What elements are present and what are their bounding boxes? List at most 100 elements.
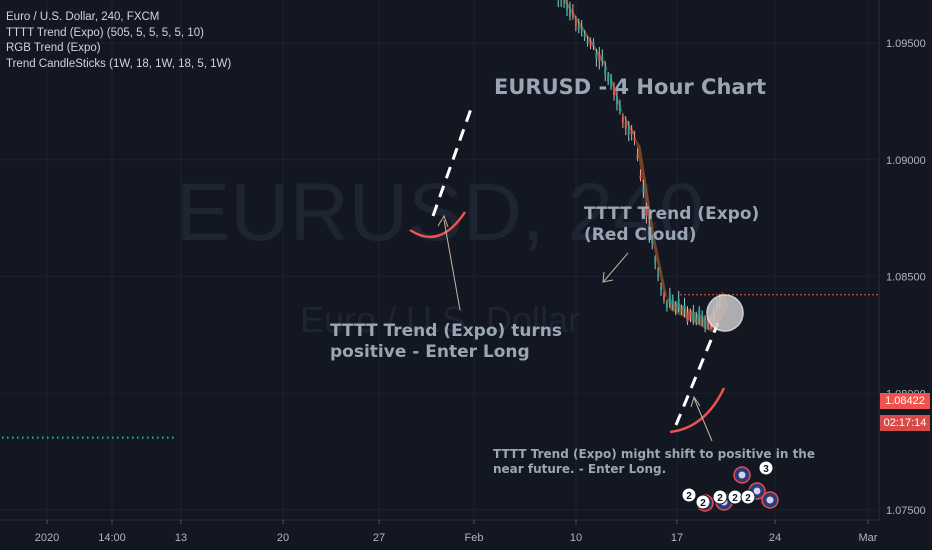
- candle-body: [704, 319, 707, 328]
- pointer-arrow-3: [693, 397, 713, 442]
- candle-body: [639, 175, 642, 178]
- candle-body: [607, 75, 610, 82]
- candle-body: [610, 77, 613, 87]
- candle-body: [574, 21, 577, 27]
- x-tick-label: Mar: [859, 532, 878, 544]
- x-tick-label: 20: [277, 532, 289, 544]
- candle-body: [665, 302, 668, 308]
- event-badge[interactable]: 3: [758, 460, 774, 476]
- arrow-head-1: [437, 214, 449, 228]
- candle-body: [660, 286, 663, 291]
- candle-body: [636, 154, 639, 159]
- candle-body: [571, 11, 574, 16]
- annotation-turns-1: TTTT Trend (Expo) turns: [330, 321, 562, 341]
- event-badge[interactable]: 2: [681, 487, 697, 503]
- candle-body: [677, 298, 680, 308]
- annotation-title: EURUSD - 4 Hour Chart: [494, 75, 766, 99]
- candle-body: [615, 95, 618, 105]
- candle-body: [662, 296, 665, 300]
- annotation-cloud-2: (Red Cloud): [584, 225, 697, 245]
- candle-body: [566, 5, 569, 10]
- legend-indicator-1[interactable]: TTTT Trend (Expo) (505, 5, 5, 5, 5, 10): [6, 26, 204, 39]
- event-badges: 22 2 2 23: [681, 460, 779, 512]
- dotted-levels: [2, 436, 176, 439]
- event-flag-icon[interactable]: [733, 466, 751, 484]
- legend-indicator-2[interactable]: RGB Trend (Expo): [6, 42, 101, 54]
- event-badge[interactable]: 2: [727, 489, 743, 505]
- candle-body: [630, 130, 633, 135]
- event-badge-count: 3: [763, 464, 769, 475]
- target-circle: [706, 294, 744, 332]
- bottom-arc-2: [669, 387, 726, 434]
- candle-body: [683, 305, 686, 310]
- candle-body: [577, 26, 580, 30]
- price-axis: 1.075001.080001.085001.090001.095001.100…: [878, 0, 926, 520]
- candle-body: [601, 57, 604, 62]
- candle-body: [701, 314, 704, 319]
- candle-body: [633, 137, 636, 141]
- x-tick-label: 27: [373, 532, 385, 544]
- arrow-head-2: [602, 271, 614, 283]
- candle-body: [645, 208, 648, 216]
- candle-body: [613, 87, 616, 96]
- pointer-arrow-2: [603, 252, 629, 282]
- x-tick-label: Feb: [465, 532, 484, 544]
- candle-body: [668, 293, 671, 304]
- candle-body: [707, 319, 710, 324]
- watermark-sub: Euro / U.S. Dollar: [300, 299, 580, 340]
- countdown-label: 02:17:14: [880, 415, 930, 431]
- event-badge-count: 2: [686, 491, 692, 502]
- candle-body: [671, 298, 674, 305]
- event-flag-icon[interactable]: [761, 491, 779, 509]
- event-badge-count: 2: [717, 493, 723, 504]
- candle-body: [586, 40, 589, 43]
- x-tick-label: 24: [769, 532, 781, 544]
- annotation-cloud-1: TTTT Trend (Expo): [584, 204, 759, 224]
- y-tick-label: 1.08500: [886, 272, 926, 284]
- candle-body: [689, 311, 692, 316]
- candle-body: [589, 41, 592, 46]
- chart-annotations: EURUSD - 4 Hour Chart TTTT Trend (Expo) …: [330, 75, 815, 476]
- candle-body: [618, 105, 621, 111]
- event-badge-count: 2: [745, 493, 751, 504]
- candle-body: [595, 52, 598, 59]
- x-tick-label: 10: [570, 532, 582, 544]
- time-axis: 2020 14:00 13 20 27 Feb 10 17 24 Mar: [0, 519, 879, 544]
- candle-body: [680, 308, 683, 312]
- watermark-main: EURUSD, 240: [176, 167, 705, 258]
- candle-body: [695, 318, 698, 322]
- candle-body: [651, 238, 654, 243]
- projection-line-2: [674, 322, 720, 426]
- candle-body: [642, 187, 645, 192]
- annotation-shift-2: near future. - Enter Long.: [493, 462, 666, 476]
- event-badge-count: 2: [700, 498, 706, 509]
- x-tick-label: 14:00: [98, 532, 126, 544]
- legend-symbol[interactable]: Euro / U.S. Dollar, 240, FXCM: [6, 11, 160, 23]
- annotation-turns-2: positive - Enter Long: [330, 342, 530, 362]
- candle-body: [657, 274, 660, 277]
- candle-body: [627, 125, 630, 135]
- chart-legend: Euro / U.S. Dollar, 240, FXCM TTTT Trend…: [6, 10, 231, 72]
- candle-body: [674, 305, 677, 309]
- event-badge[interactable]: 2: [712, 489, 728, 505]
- candle-body: [654, 258, 657, 264]
- candlesticks: [557, 0, 879, 333]
- candle-body: [698, 309, 701, 319]
- arrow-head-3: [690, 395, 701, 408]
- x-tick-label: 17: [671, 532, 683, 544]
- event-badge[interactable]: 2: [695, 494, 711, 510]
- x-tick-label: 2020: [35, 532, 59, 544]
- event-badge[interactable]: 2: [740, 489, 756, 505]
- x-tick-label: 13: [175, 532, 187, 544]
- candle-body: [598, 54, 601, 62]
- candle-body: [621, 116, 624, 123]
- event-badge-count: 2: [732, 493, 738, 504]
- candle-body: [580, 27, 583, 31]
- y-tick-label: 1.09500: [886, 38, 926, 50]
- candle-body: [604, 67, 607, 75]
- candle-body: [692, 312, 695, 322]
- annotation-shift-1: TTTT Trend (Expo) might shift to positiv…: [493, 447, 815, 461]
- legend-indicator-3[interactable]: Trend CandleSticks (1W, 18, 1W, 18, 5, 1…: [6, 57, 232, 70]
- candle-body: [624, 121, 627, 129]
